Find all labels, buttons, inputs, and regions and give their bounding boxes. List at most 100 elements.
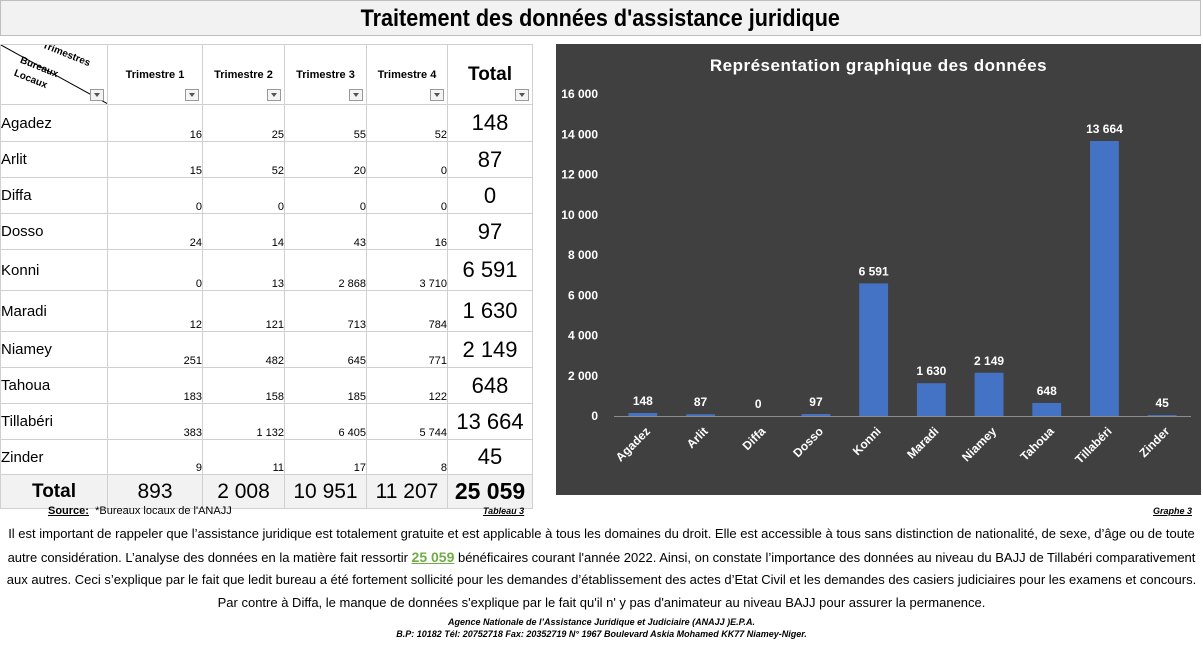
chart-svg: 0 2 000 4 000 6 000 8 000 10 000 12 000 14 000 1… (561, 87, 1191, 467)
office-name: Niamey (0, 331, 108, 368)
office-name: Maradi (0, 290, 108, 332)
page-title: Traitement des données d'assistance juri… (360, 5, 841, 32)
quarter-value: 3 710 (366, 249, 448, 291)
quarter-value: 0 (107, 177, 203, 214)
bar-agadez (628, 413, 658, 416)
quarter-value: 0 (284, 177, 367, 214)
category-label: Zinder (1136, 424, 1172, 460)
bar-value-label: 97 (809, 395, 823, 409)
bar-niamey (974, 372, 1004, 416)
col-header-q1: Trimestre 1 (107, 44, 203, 105)
row-total: 13 664 (447, 403, 533, 440)
quarter-total: 11 207 (366, 474, 448, 509)
table-row: Zinder 9 11 17 8 45 (0, 439, 533, 475)
page-title-bar: Traitement des données d'assistance juri… (0, 0, 1201, 36)
col-header-q2: Trimestre 2 (202, 44, 285, 105)
y-tick-label: 4 000 (568, 329, 598, 343)
total-row: Total 893 2 008 10 951 11 207 25 059 (0, 474, 533, 509)
analysis-paragraph: Il est important de rappeler que l’assis… (0, 523, 1203, 614)
footer-line1: Agence Nationale de l’Assistance Juridiq… (448, 617, 755, 627)
row-total: 148 (447, 104, 533, 142)
source-note: Source: *Bureaux locaux de l'ANAJJ (48, 505, 232, 517)
y-tick-label: 6 000 (568, 288, 598, 302)
table-row: Arlit 15 52 20 0 87 (0, 141, 533, 178)
quarter-value: 5 744 (366, 403, 448, 440)
quarter-value: 251 (107, 331, 203, 368)
quarter-value: 383 (107, 403, 203, 440)
quarter-value: 6 405 (284, 403, 367, 440)
quarter-value: 17 (284, 439, 367, 475)
filter-dropdown-icon[interactable] (349, 89, 363, 101)
office-name: Dosso (0, 213, 108, 250)
table-row: Tillabéri 383 1 132 6 405 5 744 13 664 (0, 403, 533, 440)
quarter-value: 13 (202, 249, 285, 291)
grand-total: 25 059 (447, 474, 533, 509)
bar-value-label: 45 (1155, 396, 1169, 410)
quarter-value: 121 (202, 290, 285, 332)
office-name: Konni (0, 249, 108, 291)
table-row: Konni 0 13 2 868 3 710 6 591 (0, 249, 533, 291)
quarter-value: 482 (202, 331, 285, 368)
quarter-total: 2 008 (202, 474, 285, 509)
quarter-value: 2 868 (284, 249, 367, 291)
quarter-value: 25 (202, 104, 285, 142)
quarter-value: 52 (202, 141, 285, 178)
row-total: 0 (447, 177, 533, 214)
quarter-value: 183 (107, 367, 203, 404)
table-row: Maradi 12 121 713 784 1 630 (0, 290, 533, 332)
bar-konni (859, 283, 889, 416)
quarter-value: 9 (107, 439, 203, 475)
quarter-value: 0 (107, 249, 203, 291)
category-label: Tillabéri (1072, 424, 1114, 466)
office-name: Zinder (0, 439, 108, 475)
quarter-value: 0 (202, 177, 285, 214)
source-label: Source: (48, 505, 89, 517)
row-total: 87 (447, 141, 533, 178)
quarter-value: 15 (107, 141, 203, 178)
filter-dropdown-icon[interactable] (185, 89, 199, 101)
quarter-value: 11 (202, 439, 285, 475)
quarter-value: 0 (366, 177, 448, 214)
table-row: Agadez 16 25 55 52 148 (0, 104, 533, 142)
quarter-value: 8 (366, 439, 448, 475)
quarter-value: 14 (202, 213, 285, 250)
category-label: Dosso (790, 424, 826, 460)
row-total: 97 (447, 213, 533, 250)
row-total: 2 149 (447, 331, 533, 368)
bar-value-label: 0 (755, 397, 762, 411)
chart-caption: Graphe 3 (1153, 506, 1193, 516)
bar-tahoua (1032, 402, 1062, 416)
filter-dropdown-icon[interactable] (90, 89, 104, 101)
bar-tillabéri (1090, 141, 1119, 416)
y-tick-label: 14 000 (561, 127, 598, 141)
quarter-value: 784 (366, 290, 448, 332)
chart-title: Représentation graphique des données (709, 56, 1048, 75)
office-name: Agadez (0, 104, 108, 142)
col-header-total: Total (447, 44, 533, 105)
footer: Agence Nationale de l’Assistance Juridiq… (0, 616, 1203, 640)
total-label: Total (0, 474, 108, 509)
paragraph-part1: Il est important de rappeler que l’assis… (7, 526, 1195, 565)
table-row: Niamey 251 482 645 771 2 149 (0, 331, 533, 368)
quarter-value: 0 (366, 141, 448, 178)
quarter-value: 24 (107, 213, 203, 250)
quarter-value: 713 (284, 290, 367, 332)
filter-dropdown-icon[interactable] (515, 89, 529, 101)
bar-zinder (1147, 415, 1177, 416)
quarter-value: 43 (284, 213, 367, 250)
filter-dropdown-icon[interactable] (430, 89, 444, 101)
category-label: Tahoua (1017, 424, 1057, 464)
category-label: Diffa (740, 424, 769, 453)
bar-value-label: 87 (694, 395, 708, 409)
category-label: Arlit (684, 424, 711, 451)
quarter-value: 16 (366, 213, 448, 250)
source-text: *Bureaux locaux de l'ANAJJ (95, 505, 232, 517)
table-row: Dosso 24 14 43 16 97 (0, 213, 533, 250)
y-tick-label: 10 000 (561, 208, 598, 222)
row-total: 1 630 (447, 290, 533, 332)
row-total: 6 591 (447, 249, 533, 291)
table-row: Tahoua 183 158 185 122 648 (0, 367, 533, 404)
quarter-value: 185 (284, 367, 367, 404)
filter-dropdown-icon[interactable] (267, 89, 281, 101)
corner-header: Trimestres Bureaux Locaux (0, 44, 108, 105)
